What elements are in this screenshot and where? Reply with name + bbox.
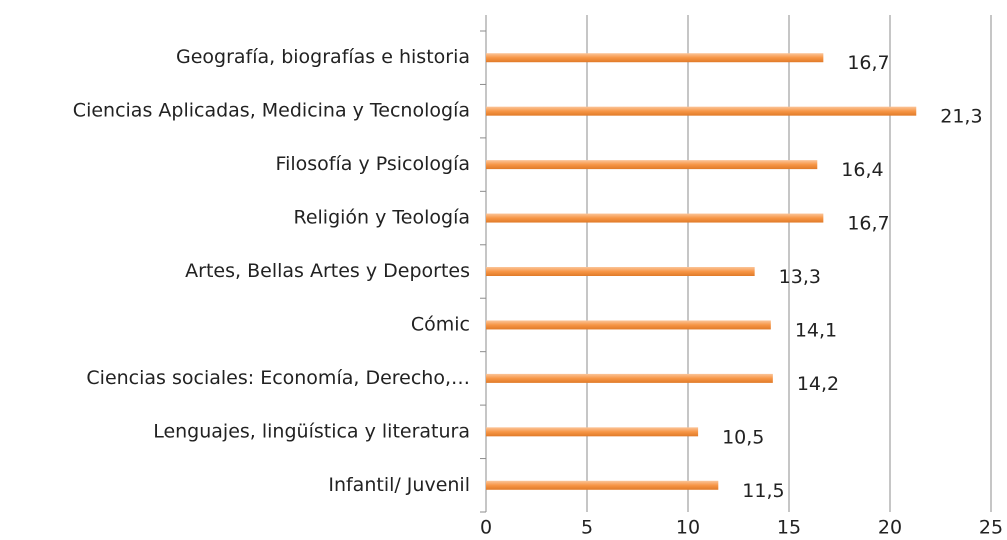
data-label: 16,7 bbox=[847, 52, 889, 74]
y-tick-label: Ciencias Aplicadas, Medicina y Tecnologí… bbox=[73, 100, 470, 122]
bar bbox=[486, 213, 824, 223]
bar bbox=[486, 106, 917, 116]
data-label: 14,1 bbox=[795, 319, 837, 341]
bar bbox=[486, 480, 719, 490]
bar bbox=[486, 373, 773, 383]
y-tick-label: Ciencias sociales: Economía, Derecho,… bbox=[86, 367, 470, 389]
y-tick-label: Filosofía y Psicología bbox=[276, 153, 470, 175]
x-tick-label: 15 bbox=[777, 517, 801, 539]
bar bbox=[486, 160, 818, 170]
y-tick-label: Religión y Teología bbox=[293, 207, 470, 229]
y-tick-label: Geografía, biografías e historia bbox=[176, 46, 470, 68]
x-tick-label: 10 bbox=[676, 517, 700, 539]
bar bbox=[486, 427, 699, 437]
data-label: 10,5 bbox=[722, 426, 764, 448]
y-tick-label: Cómic bbox=[411, 313, 470, 335]
bar bbox=[486, 320, 771, 330]
data-label: 21,3 bbox=[940, 106, 982, 128]
x-tick-label: 20 bbox=[878, 517, 902, 539]
y-tick-label: Lenguajes, lingüística y literatura bbox=[153, 420, 470, 442]
x-tick-label: 0 bbox=[480, 517, 492, 539]
bar bbox=[486, 267, 755, 276]
data-label: 16,4 bbox=[841, 159, 883, 181]
data-label: 13,3 bbox=[779, 266, 821, 288]
y-tick-label: Artes, Bellas Artes y Deportes bbox=[185, 260, 470, 282]
bar bbox=[486, 53, 824, 63]
data-label: 14,2 bbox=[797, 373, 839, 395]
data-label: 11,5 bbox=[742, 480, 784, 502]
x-tick-label: 25 bbox=[979, 517, 1003, 539]
x-tick-label: 5 bbox=[581, 517, 593, 539]
data-label: 16,7 bbox=[847, 213, 889, 235]
y-tick-label: Infantil/ Juvenil bbox=[328, 474, 470, 496]
